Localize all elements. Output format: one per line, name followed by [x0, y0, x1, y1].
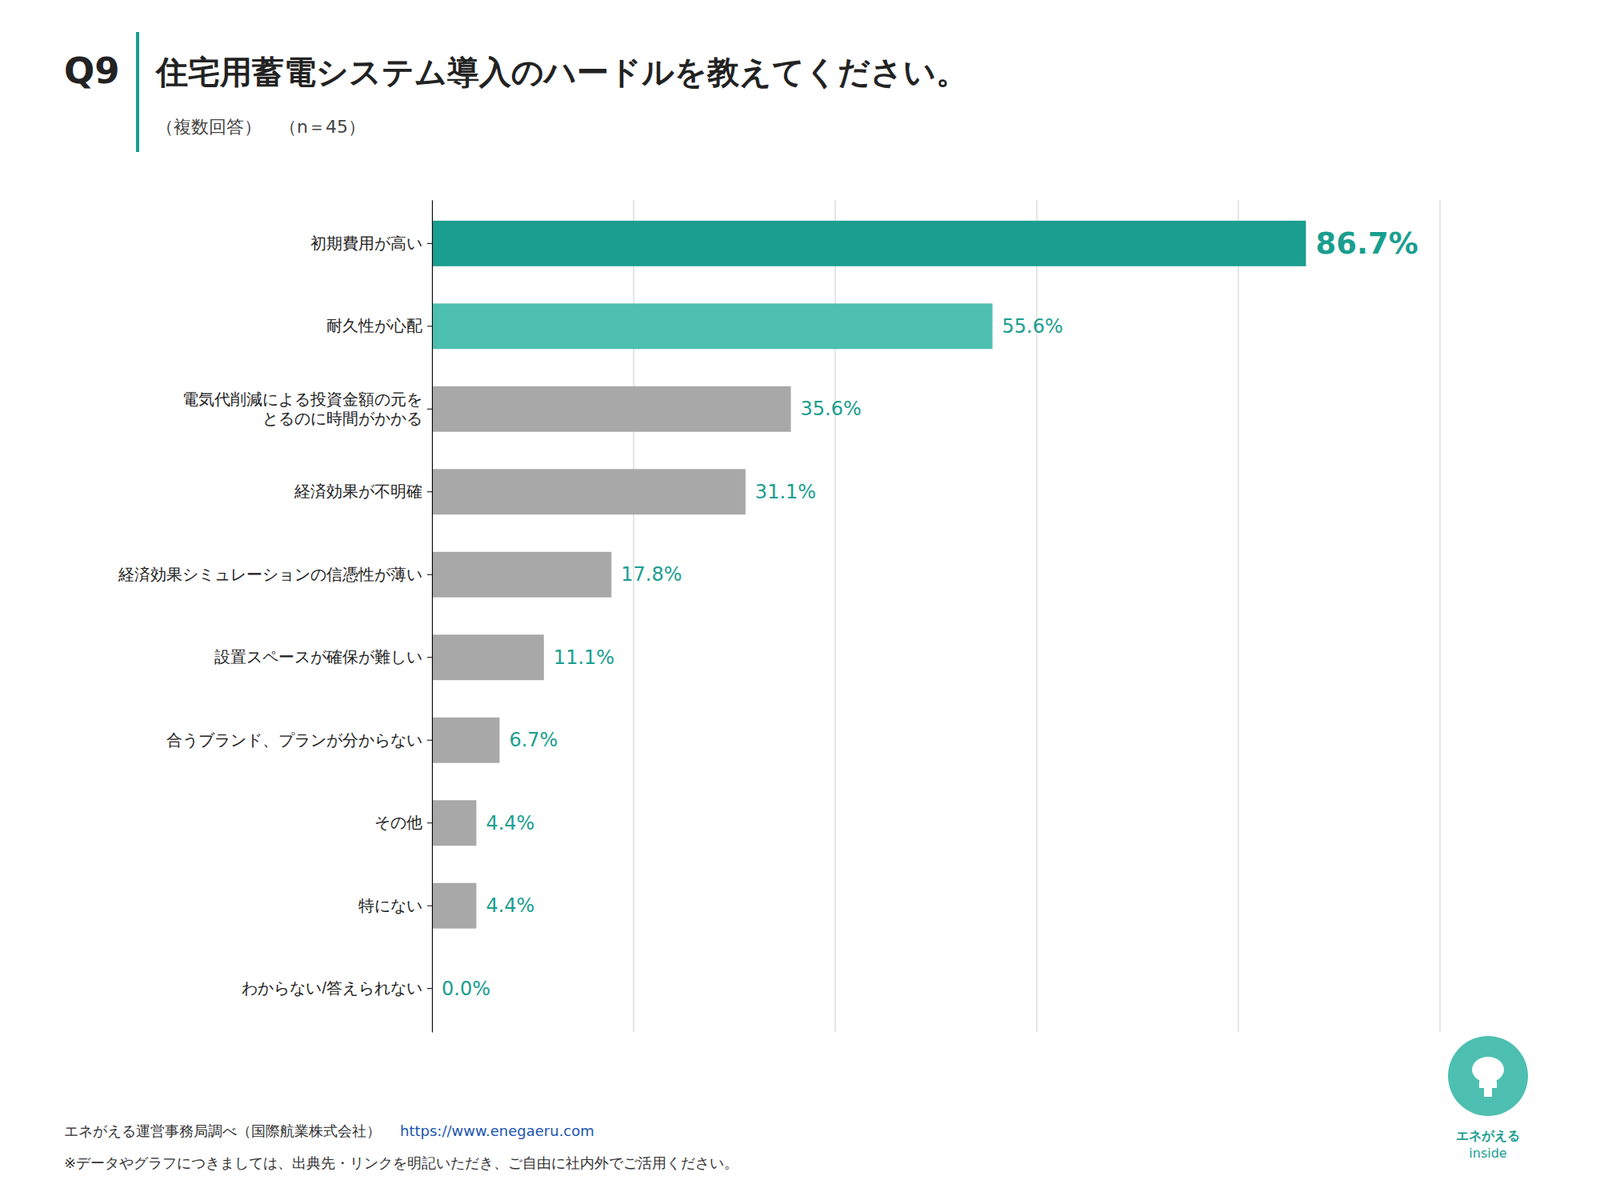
bar — [432, 468, 746, 515]
data-label: 4.4% — [485, 812, 535, 835]
data-label: 86.7% — [1315, 226, 1418, 261]
logo-subtext: inside — [1468, 1145, 1507, 1161]
logo: エネがえるinside — [1448, 1036, 1528, 1161]
y-tick-mark — [427, 574, 432, 576]
y-tick-mark — [427, 822, 432, 824]
grid-line — [1238, 200, 1240, 1032]
bar — [432, 800, 476, 846]
y-tick-label: 特にない — [358, 896, 423, 915]
y-tick-mark — [427, 408, 432, 410]
data-label: 55.6% — [1002, 315, 1064, 338]
y-tick-label: 経済効果シミュレーションの信憑性が薄い — [117, 565, 423, 584]
data-label: 6.7% — [508, 728, 558, 752]
data-label: 4.4% — [485, 894, 535, 917]
grid — [432, 200, 1440, 1032]
y-tick-label-line: 経済効果が不明確 — [293, 482, 423, 500]
divider — [136, 32, 140, 152]
bars — [432, 220, 1306, 929]
bar — [432, 220, 1306, 267]
logo-circle — [1448, 1036, 1528, 1116]
y-tick: わからない/答えられない — [241, 979, 432, 997]
grid-line — [1440, 200, 1441, 1032]
y-tick-label: 設置スペースが確保が難しい — [214, 648, 423, 666]
y-tick-mark — [427, 491, 432, 492]
y-tick-label-line: その他 — [374, 813, 423, 832]
data-labels: 86.7% 55.6% 35.6% 31.1% 17.8% 11.1% 6.7% 4.4% 4.… — [441, 226, 1419, 1000]
y-tick-label: 電気代削減による投資金額の元をとるのに時間がかかる — [182, 390, 423, 428]
y-tick-mark — [427, 325, 432, 327]
y-tick-mark — [427, 905, 432, 907]
y-tick-label: その他 — [374, 813, 423, 832]
y-tick-mark — [427, 656, 432, 658]
y-tick-label-line: 耐久性が心配 — [326, 316, 423, 335]
data-label: 31.1% — [755, 480, 816, 504]
bar — [432, 634, 544, 680]
y-tick-label: 初期費用が高い — [310, 234, 423, 252]
y-tick-label-line: とるのに時間がかかる — [262, 409, 423, 428]
y-tick-mark — [427, 243, 432, 244]
logo-lamp-base — [1479, 1080, 1497, 1088]
logo-lamp-stem — [1484, 1087, 1492, 1097]
y-tick-mark — [427, 740, 432, 741]
y-tick-label-line: 初期費用が高い — [310, 234, 423, 252]
bar — [432, 386, 792, 432]
y-tick: 設置スペースが確保が難しい — [214, 648, 432, 666]
bar — [432, 717, 500, 764]
y-tick: 特にない — [358, 896, 432, 915]
y-tick: 経済効果シミュレーションの信憑性が薄い — [117, 565, 432, 584]
subtitle: （複数回答） （n＝45） — [156, 116, 366, 137]
logo-text: エネがえる — [1456, 1128, 1520, 1144]
y-tick-label-line: 経済効果シミュレーションの信憑性が薄い — [117, 565, 423, 584]
bar — [432, 303, 993, 349]
y-tick: 合うブランド、プランが分からない — [166, 731, 432, 749]
footer-source: エネがえる運営事務局調べ（国際航業株式会社） — [64, 1122, 381, 1140]
data-label: 17.8% — [620, 563, 682, 586]
y-tick-label-line: 設置スペースが確保が難しい — [214, 648, 423, 666]
y-axis: 初期費用が高い耐久性が心配電気代削減による投資金額の元をとるのに時間がかかる経済… — [117, 200, 433, 1033]
y-tick-label-line: 電気代削減による投資金額の元を — [182, 390, 423, 408]
footer-note: ※データやグラフにつきましては、出典先・リンクを明記いただき、ご自由に社内外でご… — [64, 1154, 739, 1172]
y-tick-label: わからない/答えられない — [241, 979, 423, 997]
y-tick: 経済効果が不明確 — [293, 482, 432, 500]
y-tick-label-line: 特にない — [358, 896, 423, 915]
y-tick-label: 合うブランド、プランが分からない — [166, 731, 423, 749]
data-label: 35.6% — [800, 397, 862, 420]
y-tick-mark — [427, 988, 432, 989]
grid-line — [432, 200, 433, 1032]
data-label: 11.1% — [553, 646, 615, 669]
chart: Q9 住宅用蓄電システム導入のハードルを教えてください。 （複数回答） （n＝45）… — [0, 0, 1600, 1200]
title: 住宅用蓄電システム導入のハードルを教えてください。 — [154, 53, 968, 91]
y-tick: その他 — [374, 813, 432, 832]
y-tick: 初期費用が高い — [310, 234, 432, 252]
y-axis-line — [432, 200, 433, 1033]
footer-url: https://www.enegaeru.com — [400, 1122, 595, 1140]
bar — [432, 552, 612, 598]
y-tick-label-line: 合うブランド、プランが分からない — [166, 731, 423, 749]
plot: 86.7% 55.6% 35.6% 31.1% 17.8% 11.1% 6.7% 4.4% 4.… — [117, 200, 1440, 1033]
y-tick: 電気代削減による投資金額の元をとるのに時間がかかる — [182, 390, 432, 428]
y-tick-label: 経済効果が不明確 — [293, 482, 423, 500]
bar — [432, 883, 476, 929]
data-label: 0.0% — [441, 977, 491, 1000]
question-label: Q9 — [64, 49, 120, 92]
y-tick: 耐久性が心配 — [326, 316, 432, 335]
y-tick-label: 耐久性が心配 — [326, 316, 423, 335]
logo-lamp-body — [1472, 1056, 1504, 1083]
y-tick-label-line: わからない/答えられない — [241, 979, 423, 997]
